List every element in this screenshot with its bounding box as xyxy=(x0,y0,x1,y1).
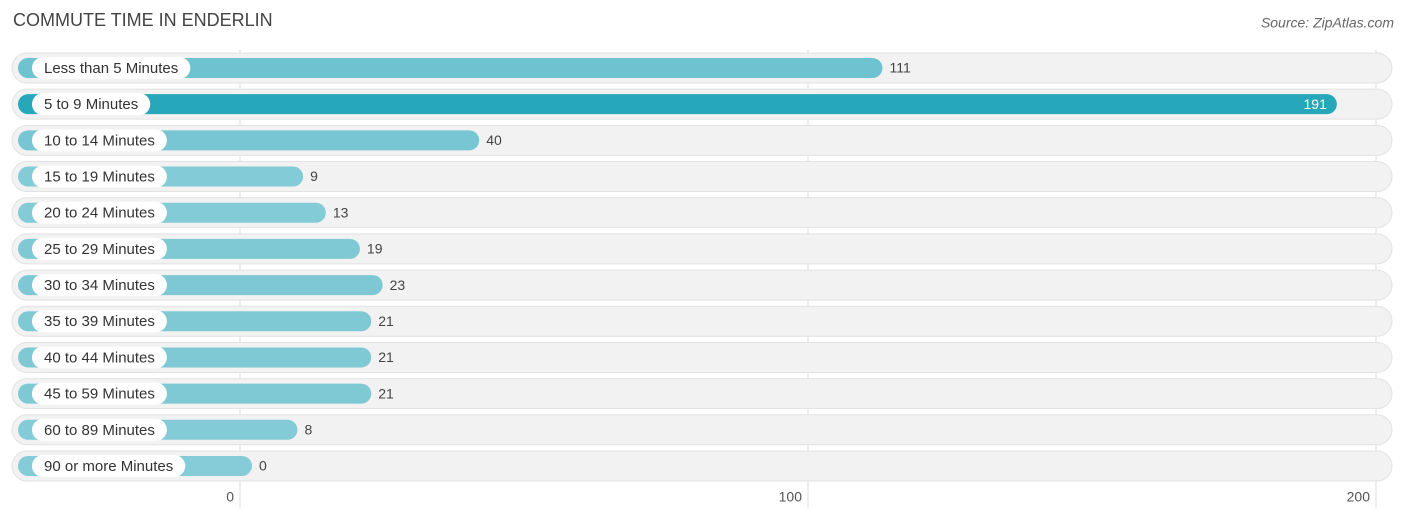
rows: Less than 5 Minutes 111 5 to 9 Minutes 191 1… xyxy=(11,52,1393,482)
x-tick-label: 200 xyxy=(1347,489,1371,505)
label-pill xyxy=(32,165,167,188)
category-label: 30 to 34 Minutes xyxy=(44,277,155,294)
value-label: 23 xyxy=(390,277,406,293)
label-pill xyxy=(32,454,186,477)
bar xyxy=(18,94,1337,115)
source: Source: ZipAtlas.com xyxy=(1261,15,1394,31)
category-label: 45 to 59 Minutes xyxy=(44,386,155,403)
category-label: 20 to 24 Minutes xyxy=(44,205,155,222)
x-tick-label: 100 xyxy=(779,489,803,505)
value-label: 21 xyxy=(378,313,394,329)
value-label: 191 xyxy=(1304,96,1328,112)
category-label: 90 or more Minutes xyxy=(44,458,173,475)
row-background xyxy=(11,450,1393,482)
value-label: 8 xyxy=(304,422,312,438)
value-label: 0 xyxy=(259,458,267,474)
label-pill xyxy=(32,274,167,297)
category-label: Less than 5 Minutes xyxy=(44,60,178,77)
x-tick-label: 0 xyxy=(226,489,234,505)
value-label: 21 xyxy=(378,385,394,401)
value-label: 40 xyxy=(486,132,502,148)
label-pill xyxy=(32,93,151,116)
label-pill xyxy=(32,418,167,441)
value-label: 21 xyxy=(378,349,394,365)
label-pill xyxy=(32,237,167,260)
row-background xyxy=(11,197,1393,229)
category-label: 35 to 39 Minutes xyxy=(44,313,155,330)
category-label: 60 to 89 Minutes xyxy=(44,422,155,439)
label-pill xyxy=(32,57,191,79)
label-pill xyxy=(32,310,167,333)
value-label: 13 xyxy=(333,204,349,220)
label-pill xyxy=(32,129,167,152)
value-label: 19 xyxy=(367,241,383,257)
category-label: 40 to 44 Minutes xyxy=(44,349,155,366)
label-pill xyxy=(32,201,167,224)
category-label: 25 to 29 Minutes xyxy=(44,241,155,258)
label-pill xyxy=(32,382,167,405)
chart-title: COMMUTE TIME IN ENDERLIN xyxy=(13,10,273,30)
category-label: 15 to 19 Minutes xyxy=(44,169,155,186)
row-background xyxy=(11,161,1393,193)
value-label: 111 xyxy=(889,60,910,76)
label-pill xyxy=(32,346,167,369)
category-label: 5 to 9 Minutes xyxy=(44,96,138,113)
value-label: 9 xyxy=(310,168,318,184)
row-background xyxy=(11,414,1393,446)
row-background xyxy=(11,233,1393,265)
bar xyxy=(18,58,883,78)
category-label: 10 to 14 Minutes xyxy=(44,132,155,149)
